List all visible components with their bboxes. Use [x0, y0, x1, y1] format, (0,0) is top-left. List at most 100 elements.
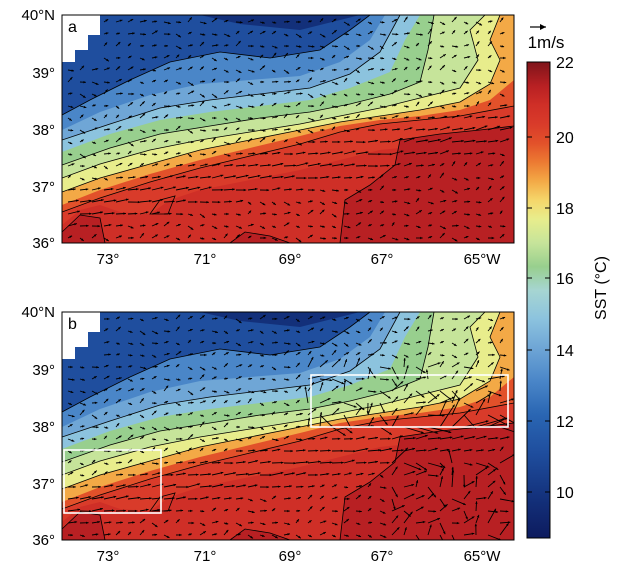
velocity-arrowhead [441, 190, 445, 193]
velocity-arrowhead [262, 202, 266, 206]
velocity-arrowhead [273, 31, 276, 34]
velocity-arrowhead [478, 68, 482, 72]
velocity-arrowhead [155, 223, 159, 226]
velocity-arrowhead [337, 140, 341, 144]
velocity-arrowhead [346, 116, 350, 119]
colorbar-tick-14: 14 [556, 343, 574, 360]
velocity-arrowhead [441, 45, 445, 48]
velocity-arrow [427, 414, 445, 417]
velocity-arrowhead [340, 449, 344, 452]
velocity-arrow [451, 469, 454, 488]
velocity-arrowhead [226, 391, 230, 394]
velocity-arrowhead [372, 176, 375, 179]
velocity-arrowhead [471, 532, 475, 535]
velocity-arrowhead [395, 515, 399, 519]
velocity-arrowhead [365, 151, 369, 154]
velocity-arrowhead [378, 449, 381, 452]
velocity-arrowhead [226, 341, 230, 344]
velocity-arrowhead [297, 343, 301, 347]
velocity-arrowhead [442, 31, 445, 34]
velocity-arrowhead [420, 406, 424, 409]
velocity-arrowhead [238, 70, 242, 73]
velocity-arrowhead [406, 58, 410, 61]
velocity-arrowhead [111, 212, 115, 215]
velocity-arrowhead [420, 236, 423, 240]
velocity-arrowhead [203, 21, 207, 25]
velocity-arrowhead [476, 41, 480, 44]
velocity-arrowhead [183, 496, 186, 499]
velocity-arrowhead [488, 89, 491, 93]
colorbar: 22 20 18 16 14 12 10 SST (°C) [526, 55, 610, 539]
velocity-arrowhead [465, 338, 469, 342]
velocity-arrow [439, 399, 448, 416]
panel-b-lon-65w: 65°W [464, 548, 502, 565]
velocity-arrowhead [476, 101, 479, 104]
velocity-arrowhead [191, 140, 194, 144]
velocity-arrowhead [476, 237, 480, 240]
velocity-arrow [415, 534, 420, 540]
velocity-arrowhead [334, 484, 337, 487]
velocity-arrowhead [320, 18, 324, 21]
velocity-arrowhead [142, 113, 146, 116]
velocity-arrowhead [383, 33, 387, 36]
velocity-arrowhead [180, 461, 183, 464]
velocity-arrowhead [250, 30, 253, 34]
velocity-arrowhead [195, 200, 198, 204]
velocity-arrowhead [406, 46, 410, 49]
velocity-arrowhead [305, 162, 309, 165]
panel-b-lon-labels: 73° 71° 69° 67° 65°W [97, 548, 502, 565]
velocity-arrowhead [141, 93, 144, 97]
velocity-arrowhead [388, 367, 391, 370]
velocity-arrowhead [502, 481, 506, 485]
velocity-arrowhead [83, 105, 87, 109]
velocity-arrowhead [202, 33, 206, 36]
velocity-arrowhead [431, 342, 435, 345]
velocity-arrowhead [345, 486, 349, 489]
velocity-arrowhead [129, 163, 133, 166]
velocity-arrowhead [224, 448, 228, 451]
velocity-arrowhead [501, 186, 505, 189]
velocity-arrowhead [166, 535, 170, 538]
velocity-arrowhead [285, 53, 288, 56]
velocity-arrowhead [395, 355, 398, 359]
velocity-arrowhead [172, 497, 175, 500]
velocity-arrowhead [353, 405, 357, 408]
velocity-arrowhead [131, 388, 134, 391]
velocity-arrowhead [467, 315, 470, 318]
velocity-arrowhead [129, 459, 133, 462]
velocity-arrowhead [310, 200, 313, 203]
velocity-arrowhead [425, 369, 429, 373]
velocity-arrowhead [464, 162, 468, 165]
velocity-arrowhead [142, 130, 146, 133]
panel-b-lat-40: 40°N [21, 304, 55, 321]
velocity-arrowhead [274, 213, 277, 216]
velocity-arrowhead [286, 378, 290, 381]
velocity-arrowhead [178, 82, 181, 85]
velocity-arrowhead [250, 498, 253, 502]
velocity-arrow [439, 396, 455, 404]
velocity-arrowhead [217, 163, 221, 166]
velocity-arrowhead [177, 125, 181, 129]
velocity-arrowhead [154, 30, 158, 33]
velocity-arrowhead [166, 221, 170, 225]
velocity-arrowhead [298, 497, 301, 500]
velocity-arrowhead [154, 20, 158, 23]
velocity-arrowhead [141, 233, 144, 236]
velocity-arrowhead [213, 427, 217, 430]
velocity-arrowhead [240, 152, 243, 155]
velocity-arrowhead [266, 485, 270, 489]
velocity-arrowhead [484, 140, 487, 143]
velocity-arrowhead [214, 95, 218, 98]
colorbar-gradient [526, 61, 551, 539]
velocity-arrowhead [381, 68, 385, 71]
velocity-arrowhead [345, 104, 348, 107]
velocity-arrowhead [154, 44, 157, 47]
velocity-arrowhead [156, 462, 159, 465]
velocity-arrowhead [97, 520, 100, 524]
velocity-arrowhead [262, 377, 266, 381]
velocity-arrowhead [441, 468, 444, 471]
velocity-arrowhead [82, 390, 86, 394]
velocity-arrowhead [117, 316, 120, 320]
velocity-arrowhead [323, 237, 326, 240]
velocity-arrowhead [501, 45, 505, 48]
